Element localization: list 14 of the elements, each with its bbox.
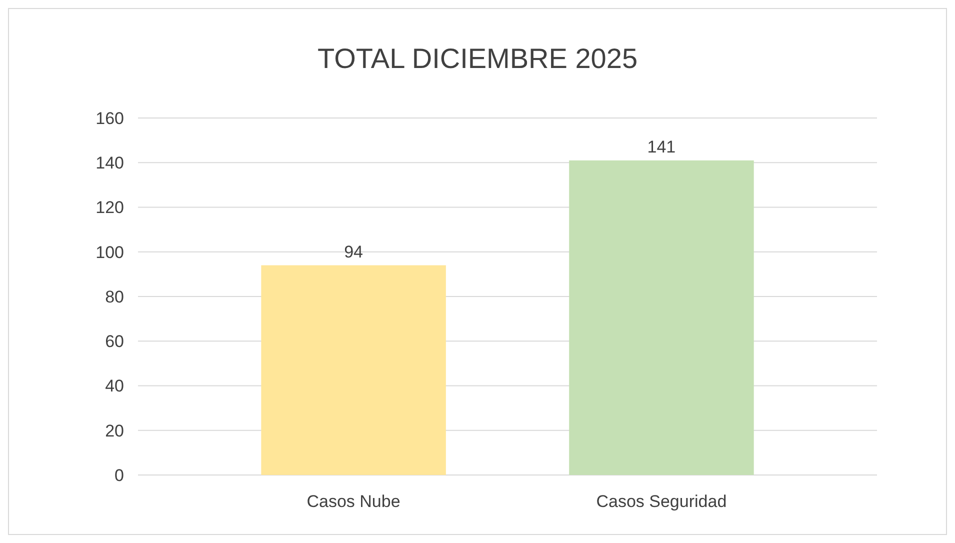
chart-title: TOTAL DICIEMBRE 2025 bbox=[317, 43, 638, 74]
y-tick-label: 120 bbox=[96, 198, 124, 218]
x-tick-label: Casos Seguridad bbox=[596, 492, 727, 511]
y-tick-label: 0 bbox=[114, 466, 124, 485]
x-tick-label: Casos Nube bbox=[306, 492, 400, 511]
data-label: 141 bbox=[647, 137, 676, 156]
data-label: 94 bbox=[344, 242, 364, 262]
y-tick-label: 140 bbox=[96, 154, 124, 173]
y-tick-label: 20 bbox=[105, 421, 124, 440]
y-tick-label: 60 bbox=[105, 332, 124, 352]
y-tick-label: 40 bbox=[105, 376, 124, 396]
y-tick-label: 80 bbox=[105, 287, 124, 306]
y-tick-label: 100 bbox=[96, 242, 124, 262]
y-tick-label: 160 bbox=[96, 108, 124, 128]
